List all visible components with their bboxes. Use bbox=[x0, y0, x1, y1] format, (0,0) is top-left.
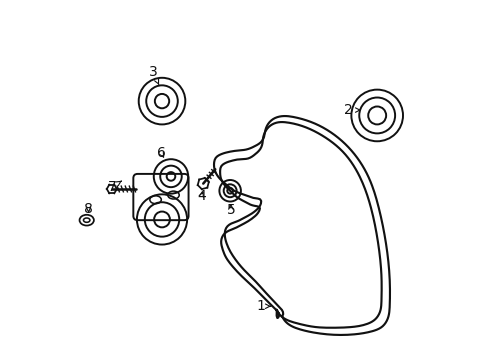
Text: 1: 1 bbox=[256, 299, 270, 313]
FancyBboxPatch shape bbox=[133, 174, 188, 220]
Text: 5: 5 bbox=[226, 203, 235, 217]
Text: 3: 3 bbox=[148, 66, 159, 85]
Text: 8: 8 bbox=[84, 202, 93, 216]
Text: 4: 4 bbox=[197, 189, 205, 203]
Text: 2: 2 bbox=[344, 103, 359, 117]
Text: 7: 7 bbox=[107, 180, 121, 194]
Text: 6: 6 bbox=[157, 146, 165, 160]
Ellipse shape bbox=[80, 215, 94, 226]
